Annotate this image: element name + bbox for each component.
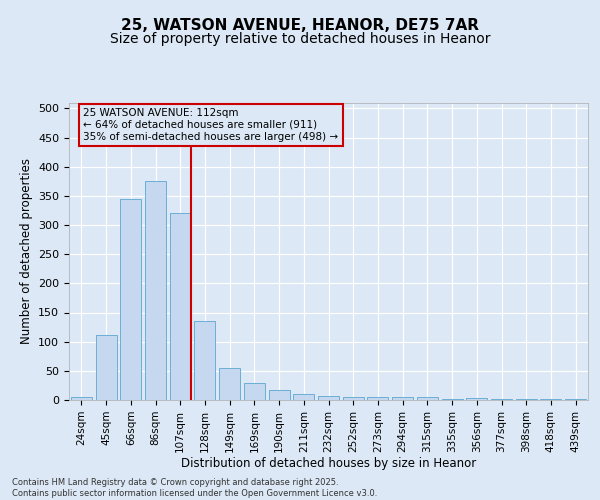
Bar [392, 397, 413, 400]
Bar [417, 397, 438, 400]
Bar [95, 334, 116, 400]
Bar [367, 397, 388, 400]
Bar [170, 214, 191, 400]
Bar [541, 399, 562, 400]
Bar [491, 399, 512, 400]
Text: 25 WATSON AVENUE: 112sqm
← 64% of detached houses are smaller (911)
35% of semi-: 25 WATSON AVENUE: 112sqm ← 64% of detach… [83, 108, 338, 142]
Bar [442, 399, 463, 400]
Text: Contains HM Land Registry data © Crown copyright and database right 2025.
Contai: Contains HM Land Registry data © Crown c… [12, 478, 377, 498]
X-axis label: Distribution of detached houses by size in Heanor: Distribution of detached houses by size … [181, 458, 476, 470]
Bar [466, 398, 487, 400]
Bar [293, 394, 314, 400]
Bar [244, 382, 265, 400]
Bar [565, 399, 586, 400]
Bar [145, 181, 166, 400]
Bar [194, 322, 215, 400]
Text: Size of property relative to detached houses in Heanor: Size of property relative to detached ho… [110, 32, 490, 46]
Bar [219, 368, 240, 400]
Y-axis label: Number of detached properties: Number of detached properties [20, 158, 32, 344]
Bar [71, 397, 92, 400]
Bar [318, 396, 339, 400]
Text: 25, WATSON AVENUE, HEANOR, DE75 7AR: 25, WATSON AVENUE, HEANOR, DE75 7AR [121, 18, 479, 32]
Bar [120, 198, 141, 400]
Bar [516, 399, 537, 400]
Bar [343, 397, 364, 400]
Bar [269, 390, 290, 400]
